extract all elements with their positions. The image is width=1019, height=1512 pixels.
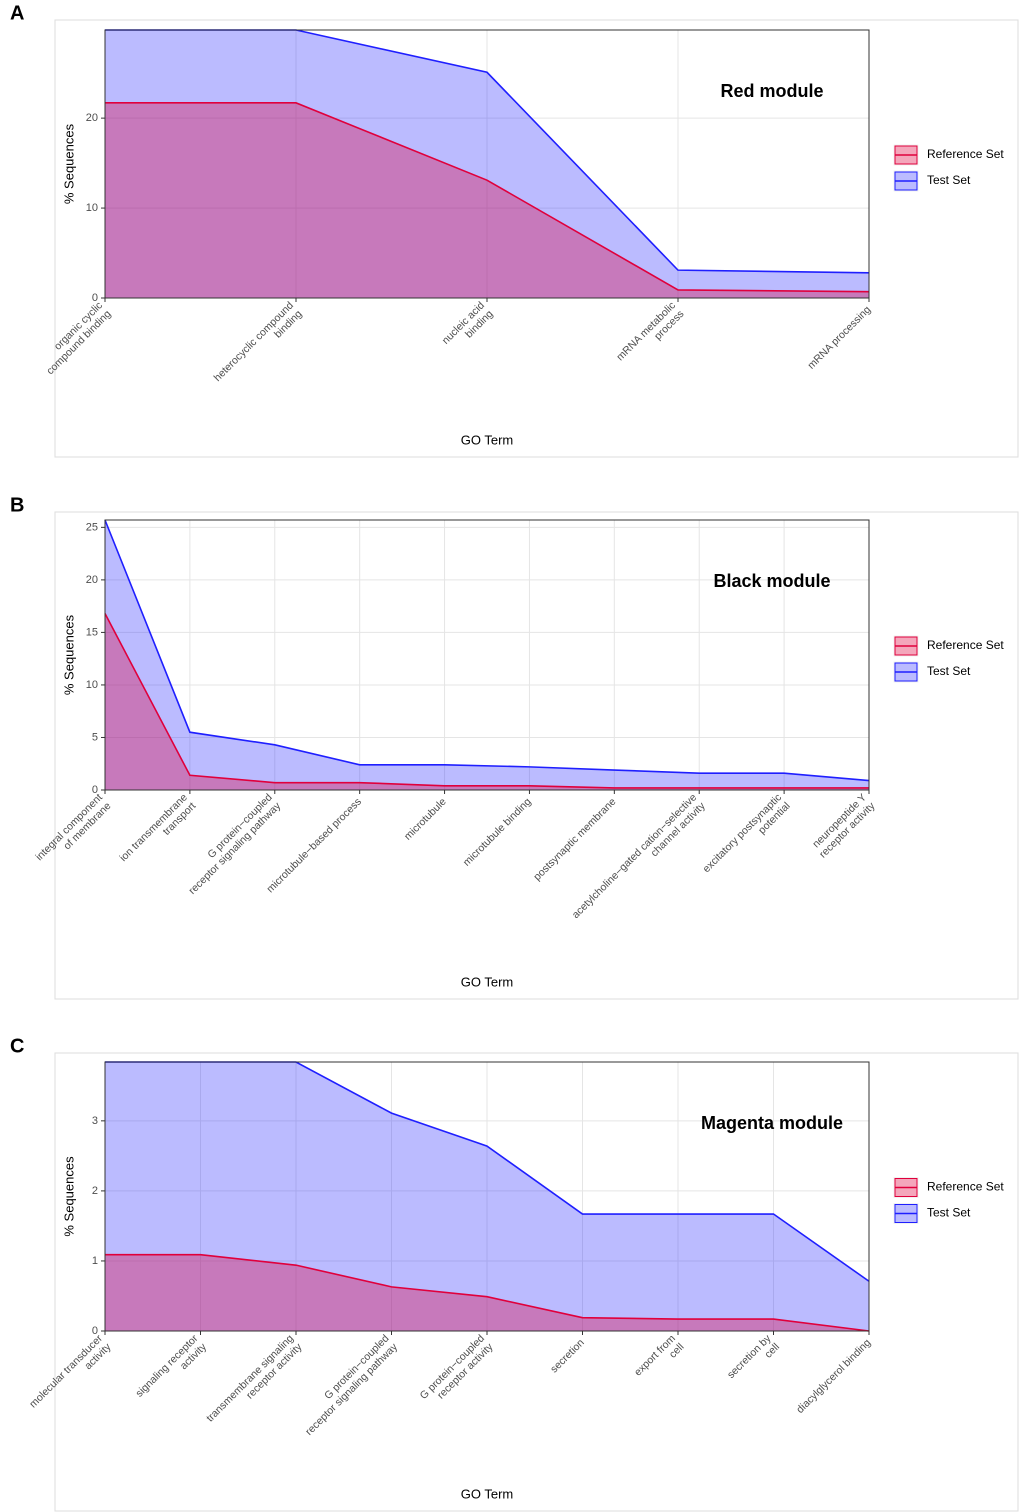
y-tick-label: 15 — [86, 626, 98, 638]
y-tick-label: 3 — [92, 1115, 98, 1127]
page: {"chart_data": [ {"type": "area", "panel… — [0, 0, 1019, 1512]
module-title: Magenta module — [701, 1113, 843, 1133]
y-tick-label: 2 — [92, 1185, 98, 1197]
x-tick-label: mRNA processing — [805, 303, 873, 371]
x-tick-label: molecular transduceractivity — [27, 1332, 114, 1419]
legend-label: Reference Set — [927, 638, 1004, 652]
x-tick-label: secretion bycell — [725, 1332, 783, 1390]
x-tick-label: excitatory postsynapticpotential — [700, 791, 792, 883]
module-title: Red module — [720, 81, 823, 101]
figure: A01020organic cycliccompound bindinghete… — [0, 0, 1019, 1512]
x-tick-label: heterocyclic compoundbinding — [211, 299, 304, 392]
module-title: Black module — [713, 571, 830, 591]
y-tick-label: 20 — [86, 574, 98, 586]
x-tick-label: export fromcell — [632, 1332, 687, 1387]
x-tick-label: microtubule — [402, 795, 449, 842]
legend-label: Reference Set — [927, 1180, 1004, 1194]
x-axis-title: GO Term — [461, 974, 514, 989]
x-tick-label: secretion — [548, 1336, 587, 1375]
y-tick-label: 5 — [92, 731, 98, 743]
y-axis-title: % Sequences — [61, 1156, 76, 1237]
x-tick-label: signaling receptoractivity — [133, 1332, 209, 1408]
y-tick-label: 25 — [86, 521, 98, 533]
x-tick-label: G protein−coupledreceptor activity — [417, 1332, 495, 1410]
y-axis-title: % Sequences — [61, 614, 76, 695]
x-tick-label: diacylglycerol binding — [794, 1336, 873, 1415]
y-tick-label: 10 — [86, 202, 98, 214]
x-tick-label: nucleic acidbinding — [440, 299, 496, 355]
x-axis-title: GO Term — [461, 1486, 514, 1501]
x-tick-label: neuropeptide Yreceptor activity — [808, 791, 877, 860]
panel-label: A — [10, 2, 24, 24]
legend-label: Test Set — [927, 664, 971, 678]
x-tick-label: ion transmembranetransport — [117, 791, 198, 872]
y-tick-label: 1 — [92, 1255, 98, 1267]
x-axis-title: GO Term — [461, 432, 514, 447]
y-tick-label: 20 — [86, 112, 98, 124]
y-axis-title: % Sequences — [61, 123, 76, 204]
x-tick-label: microtubule binding — [461, 795, 534, 868]
legend-label: Test Set — [927, 1206, 971, 1220]
x-tick-label: mRNA metabolicprocess — [614, 299, 686, 371]
x-tick-label: G protein−coupledreceptor signaling path… — [295, 1332, 401, 1438]
panel-label: B — [10, 494, 24, 516]
x-tick-label: integral componentof membrane — [33, 791, 113, 871]
x-tick-label: acetylcholine−gated cation−selectivechan… — [570, 791, 708, 929]
x-tick-label: postsynaptic membrane — [531, 795, 618, 882]
x-tick-label: organic cycliccompound binding — [36, 299, 114, 377]
y-tick-label: 10 — [86, 679, 98, 691]
legend-label: Reference Set — [927, 147, 1004, 161]
legend-label: Test Set — [927, 173, 971, 187]
panel-label: C — [10, 1035, 24, 1057]
x-tick-label: transmembrane signalingreceptor activity — [204, 1332, 305, 1433]
